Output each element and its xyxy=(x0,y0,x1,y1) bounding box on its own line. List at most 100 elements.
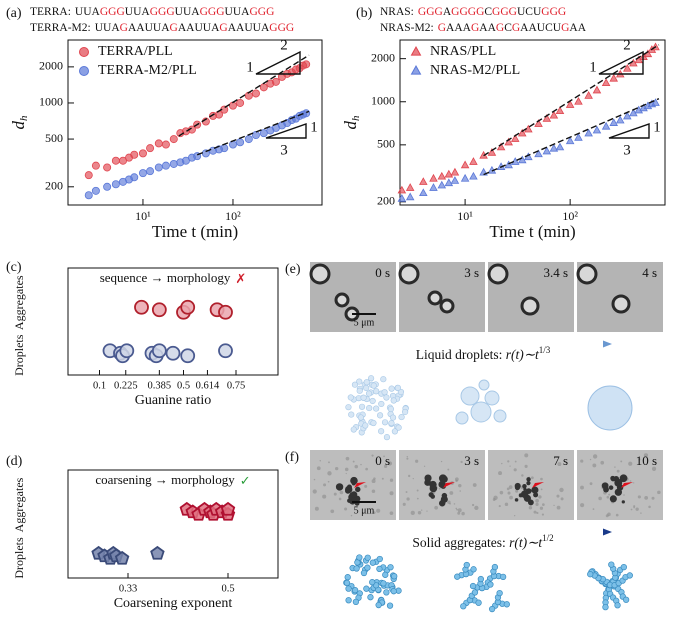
schematic-particle xyxy=(615,602,621,608)
speck xyxy=(406,491,408,493)
caption-law: r(t)∼t xyxy=(509,535,543,550)
x-tick-label: 10² xyxy=(225,209,241,223)
schematic-droplet xyxy=(384,434,390,440)
y-tick-label: 200 xyxy=(45,179,63,193)
speck xyxy=(598,497,602,501)
data-point xyxy=(603,79,610,85)
schematic-particle xyxy=(488,582,494,588)
data-point xyxy=(260,84,267,91)
schematic-particle xyxy=(460,603,466,609)
speck xyxy=(509,465,510,466)
data-point xyxy=(575,98,582,104)
speck xyxy=(542,503,545,506)
legend-marker xyxy=(412,47,421,55)
data-point xyxy=(221,145,228,152)
schematic-droplet xyxy=(485,391,499,405)
speck xyxy=(315,507,319,511)
x-tick-label: 0.1 xyxy=(93,380,106,391)
speck xyxy=(507,460,509,462)
schematic-particle xyxy=(377,556,383,562)
aggregate-blob xyxy=(350,477,358,485)
data-point xyxy=(430,175,437,181)
panel-label: (f) xyxy=(285,450,299,465)
x-tick-label: 10¹ xyxy=(457,209,473,223)
speck xyxy=(505,503,508,506)
schematic-droplet xyxy=(494,410,506,422)
droplet xyxy=(613,296,629,312)
data-point xyxy=(603,123,610,129)
speck xyxy=(620,460,622,462)
sequence-text: NRAS-M2:GAAAGAAGCGAAUCUGAA xyxy=(380,22,587,34)
x-tick-label: 0.385 xyxy=(148,380,172,391)
aggregate-blob xyxy=(614,479,622,487)
speck xyxy=(364,485,367,488)
data-point xyxy=(104,164,111,171)
schematic-droplet xyxy=(461,387,479,405)
data-point xyxy=(222,503,234,515)
droplet xyxy=(311,265,329,283)
legend-label: TERRA-M2/PLL xyxy=(98,63,197,78)
speck xyxy=(424,466,425,467)
data-point xyxy=(438,182,445,188)
schematic-droplet xyxy=(373,406,379,412)
speck xyxy=(635,508,638,511)
schematic-particle xyxy=(464,562,470,568)
data-point xyxy=(92,187,99,194)
data-point xyxy=(445,179,452,185)
data-point xyxy=(181,301,194,314)
sequence-text: NRAS:GGGAGGGGCGGGUCUGGG xyxy=(380,6,566,18)
schematic-particle xyxy=(621,564,627,570)
base: G xyxy=(266,6,274,18)
data-point xyxy=(610,75,617,81)
speck xyxy=(441,461,442,462)
schematic-particle xyxy=(345,574,351,580)
base: G xyxy=(216,6,224,18)
speck xyxy=(644,496,648,500)
base: G xyxy=(509,6,517,18)
slope-run: 3 xyxy=(280,142,288,158)
y-axis-subscript: h xyxy=(18,115,30,121)
schematic-droplet xyxy=(359,404,365,410)
data-point xyxy=(85,172,92,179)
speck xyxy=(406,497,409,500)
base: G xyxy=(541,6,549,18)
speck xyxy=(617,470,620,473)
schematic-droplet xyxy=(370,398,376,404)
data-point xyxy=(92,162,99,169)
schematic-droplet xyxy=(378,428,384,434)
speck xyxy=(408,475,410,477)
data-point xyxy=(593,127,600,133)
droplet xyxy=(578,265,596,283)
data-point xyxy=(85,192,92,199)
data-point xyxy=(470,158,477,164)
speck xyxy=(648,506,651,509)
y-tick-label: 1000 xyxy=(39,95,63,109)
aggregate-blob xyxy=(622,500,625,503)
speck xyxy=(536,512,538,514)
slope-run: 3 xyxy=(623,142,631,158)
base: G xyxy=(438,22,446,34)
speck xyxy=(330,509,334,513)
speck xyxy=(460,461,462,463)
speck xyxy=(449,491,453,495)
arrow-head xyxy=(603,341,612,348)
schematic-droplet xyxy=(382,389,388,395)
aggregate-blob xyxy=(515,485,520,490)
speck xyxy=(407,456,408,457)
base: G xyxy=(471,22,479,34)
data-point xyxy=(407,184,414,190)
data-point xyxy=(153,303,166,316)
legend-label: NRAS/PLL xyxy=(430,44,496,59)
speck xyxy=(473,483,477,487)
x-tick-label: 0.75 xyxy=(227,380,245,391)
speck xyxy=(557,506,561,510)
speck xyxy=(590,459,591,460)
y-axis-label: dh xyxy=(341,115,362,130)
schematic-droplet xyxy=(456,412,468,424)
data-point xyxy=(170,135,177,142)
schematic-droplet xyxy=(389,386,395,392)
schematic-droplet xyxy=(388,406,394,412)
speck xyxy=(633,482,634,483)
caption-law: r(t)∼t xyxy=(506,347,540,362)
schematic-droplet xyxy=(384,395,390,401)
